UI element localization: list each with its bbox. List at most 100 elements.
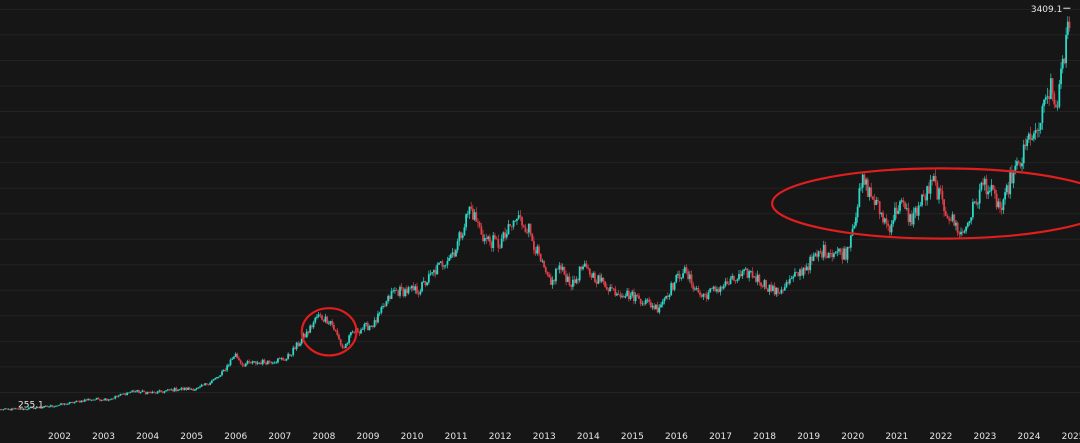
- candle-body: [4, 408, 6, 410]
- candle-body: [78, 400, 81, 403]
- candle: [170, 388, 173, 391]
- candle-body: [446, 261, 449, 265]
- candle: [685, 264, 688, 275]
- candle: [244, 362, 247, 368]
- candle: [99, 398, 101, 402]
- candle: [517, 210, 520, 220]
- candle-body: [488, 236, 491, 243]
- candle-body: [875, 199, 878, 206]
- candle: [185, 387, 188, 391]
- candle-body: [494, 235, 496, 239]
- candle-body: [161, 391, 164, 393]
- candle: [634, 292, 637, 304]
- x-tick-label: 2024: [1018, 432, 1041, 442]
- candle: [316, 313, 318, 320]
- candle: [1068, 16, 1071, 32]
- candle-body: [1019, 163, 1022, 167]
- candle: [73, 401, 76, 404]
- candle: [765, 279, 768, 290]
- candle: [900, 198, 903, 204]
- candle: [536, 244, 539, 256]
- candle-body: [575, 279, 578, 283]
- candle-body: [777, 287, 779, 293]
- candle: [827, 251, 830, 259]
- candle: [697, 285, 700, 294]
- candle: [990, 178, 993, 197]
- candle-body: [285, 358, 288, 361]
- candle-body: [256, 362, 259, 364]
- candle-body: [816, 253, 818, 257]
- candle: [568, 272, 571, 287]
- candle-body: [556, 268, 559, 270]
- candle-body: [783, 287, 786, 291]
- candle: [717, 287, 720, 293]
- candle-body: [727, 284, 730, 285]
- candle: [734, 279, 737, 284]
- candle: [699, 290, 701, 298]
- candle-body: [419, 291, 422, 295]
- candle: [397, 289, 400, 297]
- candle: [63, 403, 66, 406]
- candle: [527, 223, 530, 238]
- candle-body: [914, 207, 917, 213]
- candle: [110, 398, 113, 400]
- candle: [866, 177, 869, 197]
- candle: [160, 390, 162, 393]
- candle-body: [883, 218, 886, 223]
- candle-body: [521, 216, 523, 226]
- candle-body: [1031, 138, 1034, 140]
- candle-body: [827, 253, 830, 258]
- candle-body: [983, 178, 986, 185]
- candle: [258, 362, 261, 365]
- candle-body: [310, 325, 313, 328]
- candle: [841, 247, 844, 264]
- candle: [343, 346, 345, 349]
- candle: [163, 390, 166, 394]
- candle-body: [58, 404, 61, 406]
- candle-body: [309, 325, 312, 333]
- candle: [524, 223, 527, 233]
- candle: [173, 387, 176, 392]
- candle-body: [666, 295, 669, 298]
- candle: [856, 204, 859, 223]
- candle-body: [205, 383, 208, 385]
- candle-body: [185, 387, 188, 390]
- candle-body: [927, 186, 930, 194]
- candle-body: [199, 386, 201, 388]
- candle-body: [804, 267, 806, 271]
- candle: [65, 403, 68, 406]
- candle-body: [766, 288, 769, 292]
- candle: [387, 294, 390, 304]
- candle: [771, 284, 774, 292]
- candle: [646, 298, 649, 304]
- candle-body: [697, 288, 700, 293]
- candle: [255, 360, 257, 366]
- candle-body: [924, 196, 927, 201]
- candle-body: [585, 263, 588, 268]
- candle-body: [887, 223, 890, 226]
- candle-body: [785, 282, 788, 288]
- candle: [146, 391, 149, 395]
- candle: [992, 184, 995, 190]
- candle: [521, 216, 523, 230]
- candle-body: [316, 316, 318, 318]
- candle: [16, 408, 18, 410]
- candle-body: [894, 207, 896, 221]
- candle: [819, 248, 822, 255]
- candle: [863, 173, 866, 186]
- candle: [704, 292, 706, 298]
- candle-body: [163, 391, 166, 393]
- candle: [785, 279, 788, 289]
- candle-body: [49, 405, 52, 407]
- candle-body: [460, 232, 462, 238]
- candle-body: [321, 315, 323, 320]
- candle-body: [1055, 104, 1057, 108]
- candle-body: [961, 231, 964, 233]
- candle-body: [658, 307, 661, 313]
- candle: [455, 248, 457, 257]
- candle-body: [27, 407, 30, 410]
- candle: [288, 353, 291, 357]
- candle: [460, 231, 462, 240]
- candle: [980, 181, 983, 192]
- candle: [7, 408, 10, 410]
